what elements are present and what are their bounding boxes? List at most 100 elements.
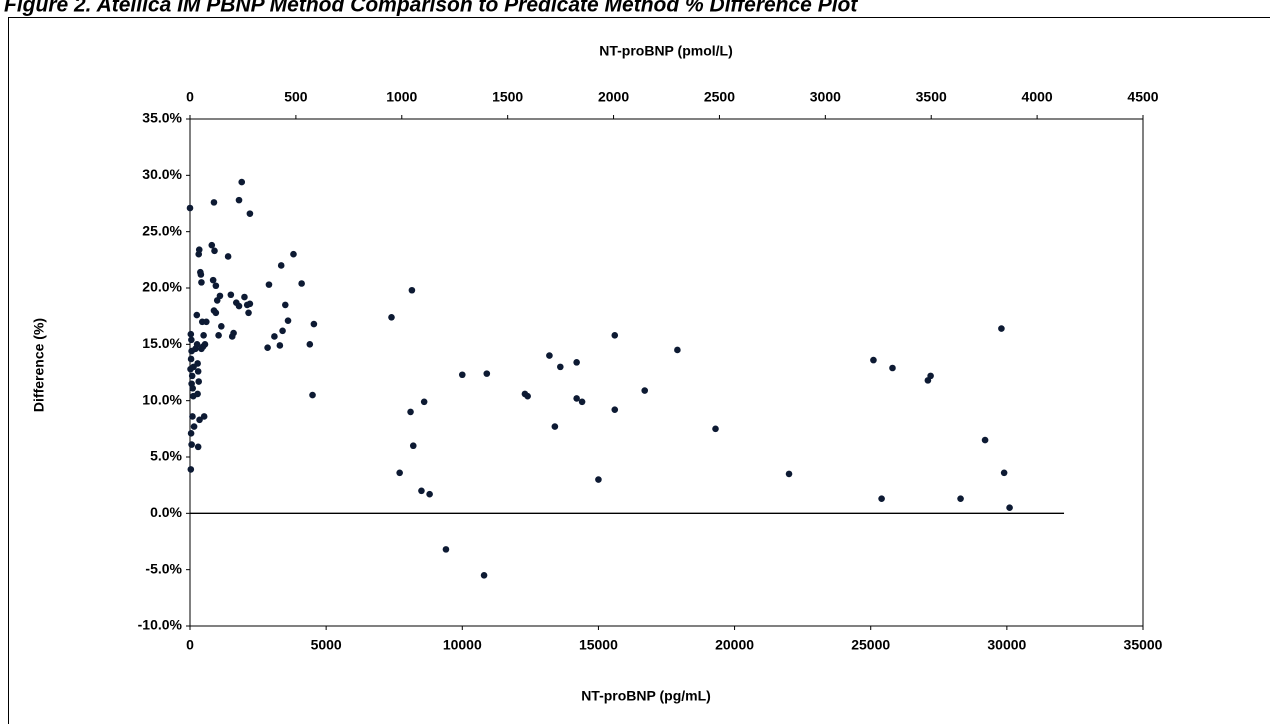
data-point bbox=[551, 423, 559, 430]
data-point bbox=[409, 442, 417, 450]
x2-axis-label: NT-proBNP (pmol/L) bbox=[599, 43, 733, 59]
x-tick-label: 15000 bbox=[579, 637, 618, 653]
x-tick-label: 10000 bbox=[443, 637, 482, 653]
data-point bbox=[208, 241, 216, 249]
y-tick-label: 25.0% bbox=[142, 222, 182, 238]
x-tick-label: 20000 bbox=[715, 637, 754, 653]
x2-tick-label: 1000 bbox=[386, 89, 417, 105]
data-point bbox=[396, 469, 403, 477]
data-point bbox=[277, 262, 285, 269]
y-axis-label: Difference (%) bbox=[31, 318, 47, 412]
data-point bbox=[212, 282, 220, 290]
y-tick-label: 35.0% bbox=[142, 110, 182, 126]
data-point bbox=[578, 398, 586, 406]
x-tick-label: 5000 bbox=[311, 637, 342, 653]
data-point bbox=[408, 286, 416, 294]
data-point bbox=[546, 352, 553, 359]
data-point bbox=[195, 378, 203, 385]
data-point bbox=[870, 356, 877, 364]
data-point bbox=[218, 323, 225, 330]
data-point bbox=[889, 364, 896, 372]
x-tick-label: 25000 bbox=[851, 637, 890, 653]
data-point bbox=[483, 370, 491, 377]
data-point bbox=[573, 359, 580, 366]
data-point bbox=[557, 363, 564, 371]
data-point bbox=[298, 280, 305, 287]
data-point bbox=[198, 279, 205, 286]
data-point bbox=[785, 470, 793, 478]
y-tick-label: 15.0% bbox=[142, 335, 182, 351]
data-point bbox=[193, 311, 201, 319]
data-point bbox=[195, 246, 203, 253]
data-point bbox=[193, 341, 201, 348]
data-point bbox=[203, 318, 210, 326]
y-tick-label: -10.0% bbox=[138, 617, 183, 633]
x2-tick-label: 500 bbox=[284, 89, 308, 105]
data-point bbox=[200, 413, 208, 420]
data-point bbox=[194, 390, 201, 398]
data-point bbox=[238, 178, 246, 186]
data-point bbox=[674, 346, 681, 354]
data-point bbox=[284, 317, 292, 324]
data-point bbox=[196, 416, 203, 424]
data-point bbox=[595, 476, 602, 483]
x-tick-label: 35000 bbox=[1124, 637, 1163, 653]
data-point bbox=[245, 309, 252, 317]
data-point bbox=[189, 384, 197, 392]
y-tick-label: 5.0% bbox=[150, 448, 182, 464]
y-tick-label: 0.0% bbox=[150, 504, 182, 520]
plot-area bbox=[189, 118, 1144, 627]
data-point bbox=[276, 342, 284, 349]
data-point bbox=[279, 327, 286, 335]
data-point bbox=[246, 300, 254, 308]
x2-tick-label: 3000 bbox=[810, 89, 841, 105]
data-point bbox=[957, 495, 964, 502]
data-point bbox=[215, 332, 222, 339]
data-point bbox=[264, 344, 271, 352]
data-point bbox=[310, 320, 318, 328]
data-point bbox=[190, 423, 198, 430]
data-point bbox=[235, 302, 243, 310]
data-point bbox=[712, 425, 719, 433]
x2-tick-label: 1500 bbox=[492, 89, 523, 105]
data-point bbox=[246, 210, 254, 217]
data-point bbox=[573, 395, 580, 402]
data-point bbox=[188, 372, 196, 380]
data-point bbox=[426, 490, 433, 498]
data-point bbox=[611, 406, 619, 413]
data-point bbox=[442, 546, 450, 553]
x2-tick-label: 2500 bbox=[704, 89, 735, 105]
x2-tick-label: 4000 bbox=[1022, 89, 1053, 105]
data-point bbox=[216, 292, 224, 300]
data-point bbox=[981, 436, 989, 444]
data-point bbox=[200, 332, 207, 339]
data-point bbox=[282, 301, 289, 309]
data-point bbox=[290, 250, 297, 258]
y-tick-label: 20.0% bbox=[142, 279, 182, 295]
data-point bbox=[306, 341, 314, 348]
data-point bbox=[227, 291, 235, 299]
data-point bbox=[1006, 504, 1013, 512]
data-point bbox=[1000, 469, 1008, 477]
data-point bbox=[194, 443, 202, 451]
data-point bbox=[212, 309, 220, 317]
data-point bbox=[927, 372, 934, 380]
x-tick-label: 0 bbox=[186, 637, 194, 653]
data-point bbox=[309, 391, 316, 399]
data-point bbox=[235, 196, 243, 204]
data-point bbox=[186, 204, 194, 212]
data-point bbox=[480, 572, 488, 579]
y-tick-label: 10.0% bbox=[142, 391, 182, 407]
data-point bbox=[194, 360, 201, 367]
data-point bbox=[998, 325, 1005, 332]
chart-frame bbox=[8, 17, 1270, 724]
data-point bbox=[187, 355, 195, 363]
data-point bbox=[209, 276, 217, 284]
x-axis-label: NT-proBNP (pg/mL) bbox=[581, 688, 711, 704]
data-point bbox=[224, 253, 232, 260]
y-tick-label: -5.0% bbox=[145, 560, 182, 576]
data-point bbox=[197, 271, 205, 278]
data-point bbox=[241, 293, 248, 301]
data-point bbox=[210, 199, 218, 206]
